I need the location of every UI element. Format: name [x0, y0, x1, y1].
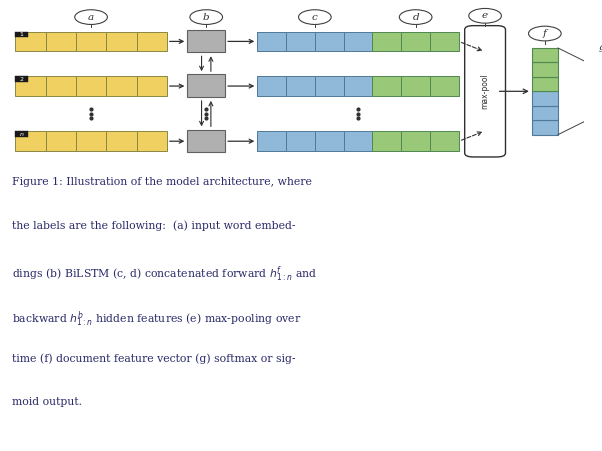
- Bar: [532, 106, 558, 120]
- Bar: [257, 131, 286, 151]
- Text: backward $h^b_{1:n}$ hidden features (e) max-pooling over: backward $h^b_{1:n}$ hidden features (e)…: [13, 309, 302, 329]
- Bar: [344, 131, 373, 151]
- Bar: [532, 120, 558, 135]
- Bar: [46, 76, 76, 96]
- Bar: [15, 76, 46, 96]
- Text: moid output.: moid output.: [13, 397, 82, 407]
- Text: a: a: [88, 13, 94, 22]
- Circle shape: [399, 10, 432, 24]
- Bar: [587, 91, 602, 106]
- Circle shape: [75, 10, 107, 24]
- Circle shape: [585, 41, 602, 55]
- Text: 2: 2: [20, 77, 23, 82]
- Text: f: f: [543, 29, 547, 38]
- Text: dings (b) BiLSTM (c, d) concatenated forward $h^f_{1:n}$ and: dings (b) BiLSTM (c, d) concatenated for…: [13, 265, 317, 285]
- Bar: [532, 48, 558, 62]
- Bar: [532, 77, 558, 91]
- Bar: [106, 131, 137, 151]
- Bar: [257, 32, 286, 51]
- Bar: [286, 76, 315, 96]
- Circle shape: [190, 10, 223, 24]
- Bar: [373, 32, 402, 51]
- Bar: [587, 62, 602, 77]
- Bar: [15, 76, 28, 82]
- Bar: [402, 131, 430, 151]
- Bar: [430, 131, 459, 151]
- Bar: [315, 32, 344, 51]
- Bar: [402, 76, 430, 96]
- Bar: [402, 32, 430, 51]
- Circle shape: [469, 9, 501, 23]
- Bar: [373, 131, 402, 151]
- Bar: [430, 32, 459, 51]
- Text: max-pool: max-pool: [480, 74, 489, 109]
- Bar: [315, 76, 344, 96]
- Bar: [187, 30, 225, 52]
- Bar: [76, 131, 106, 151]
- Text: b: b: [203, 13, 209, 22]
- Text: the labels are the following:  (a) input word embed-: the labels are the following: (a) input …: [13, 221, 296, 231]
- Bar: [137, 76, 167, 96]
- Bar: [344, 32, 373, 51]
- Bar: [106, 32, 137, 51]
- Bar: [286, 131, 315, 151]
- Text: time (f) document feature vector (g) softmax or sig-: time (f) document feature vector (g) sof…: [13, 353, 296, 364]
- Bar: [430, 76, 459, 96]
- Bar: [532, 91, 558, 106]
- Text: g: g: [598, 43, 602, 52]
- Bar: [76, 76, 106, 96]
- Bar: [587, 106, 602, 120]
- Bar: [137, 32, 167, 51]
- Bar: [532, 62, 558, 77]
- Text: 1: 1: [20, 32, 23, 37]
- Bar: [373, 76, 402, 96]
- Text: c: c: [312, 13, 318, 22]
- Bar: [187, 74, 225, 97]
- Text: e: e: [482, 11, 488, 20]
- Text: Figure 1: Illustration of the model architecture, where: Figure 1: Illustration of the model arch…: [13, 177, 312, 187]
- Bar: [15, 131, 46, 151]
- Text: $n$: $n$: [19, 131, 25, 138]
- Bar: [257, 76, 286, 96]
- Bar: [76, 32, 106, 51]
- Bar: [187, 129, 225, 152]
- Bar: [15, 32, 28, 37]
- Bar: [137, 131, 167, 151]
- Bar: [46, 131, 76, 151]
- FancyBboxPatch shape: [465, 26, 506, 157]
- Circle shape: [299, 10, 331, 24]
- Bar: [15, 32, 46, 51]
- Bar: [106, 76, 137, 96]
- Bar: [587, 77, 602, 91]
- Bar: [286, 32, 315, 51]
- Bar: [344, 76, 373, 96]
- Bar: [315, 131, 344, 151]
- Bar: [15, 131, 28, 137]
- Circle shape: [529, 26, 561, 41]
- Bar: [46, 32, 76, 51]
- Text: d: d: [412, 13, 419, 22]
